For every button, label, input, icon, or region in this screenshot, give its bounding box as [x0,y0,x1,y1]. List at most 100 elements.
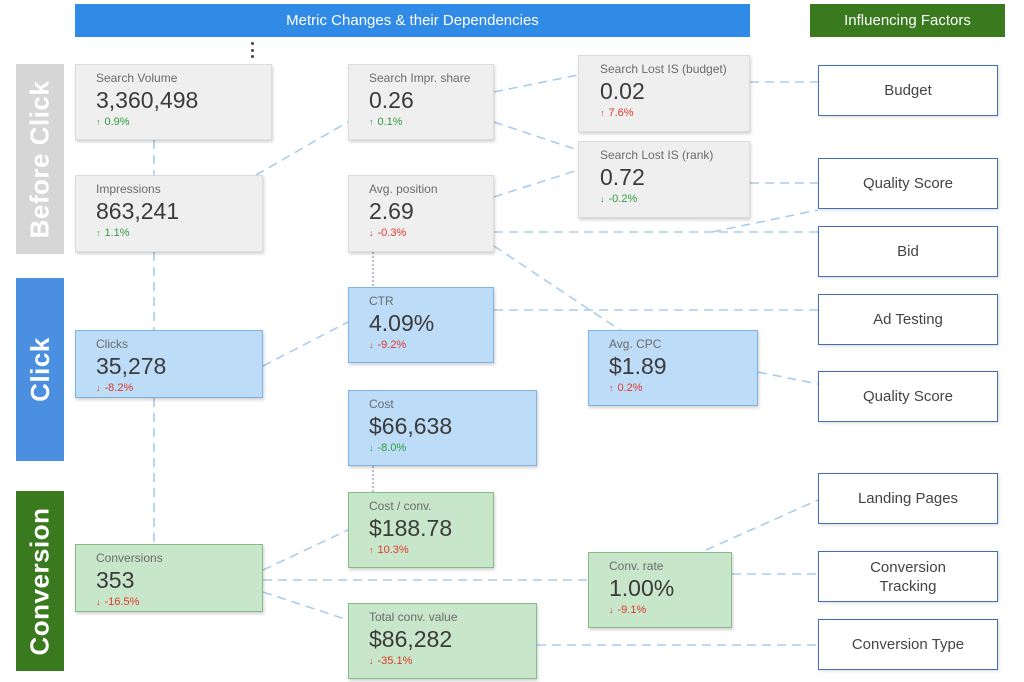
metric-value: 3,360,498 [96,87,199,113]
factor-quality-score[interactable]: Quality Score [818,158,998,209]
metric-label: Total conv. value [369,610,458,624]
metric-card-search-volume[interactable]: Search Volume 3,360,498 ↑ 0.9% [75,64,272,140]
arrow-down-icon: ↓ [96,383,101,393]
metric-change: ↑ 1.1% [96,226,262,240]
metric-card-lost-is-budget[interactable]: Search Lost IS (budget) 0.02 ↑ 7.6% [578,55,750,132]
metric-change-value: -0.3% [377,227,407,239]
arrow-up-icon: ↑ [600,108,605,118]
metrics-header: Metric Changes & their Dependencies [75,4,750,37]
metric-label: Conversions [96,551,163,565]
factor-ad-testing[interactable]: Ad Testing [818,294,998,345]
metric-change: ↓ -9.2% [369,338,493,352]
metric-value: 1.00% [609,575,675,601]
factor-landing-pages[interactable]: Landing Pages [818,473,998,524]
metric-value: $66,638 [369,413,453,439]
more-vert-icon[interactable] [247,42,257,58]
stage-before-click-label: Before Click [24,80,55,238]
metric-change-value: -0.2% [608,193,638,205]
metric-change: ↑ 7.6% [600,106,749,120]
metric-value: 353 [96,567,135,593]
metric-change: ↑ 10.3% [369,543,493,557]
metric-change: ↓ -35.1% [369,654,536,668]
metric-change: ↑ 0.2% [609,381,757,395]
metric-label: Cost [369,397,394,411]
factor-label: Ad Testing [873,311,943,328]
arrow-down-icon: ↓ [96,597,101,607]
metric-change: ↓ -8.2% [96,381,262,395]
metric-card-total-conv-value[interactable]: Total conv. value $86,282 ↓ -35.1% [348,603,537,679]
arrow-up-icon: ↑ [96,117,101,127]
metric-label: Avg. position [369,182,438,196]
metric-change: ↑ 0.1% [369,115,493,129]
factor-label: Conversion Tracking [870,558,946,595]
stage-before-click: Before Click [16,64,64,254]
metric-card-avg-cpc[interactable]: Avg. CPC $1.89 ↑ 0.2% [588,330,758,406]
metric-value: $86,282 [369,626,453,652]
metric-change: ↓ -16.5% [96,595,262,609]
metric-card-impressions[interactable]: Impressions 863,241 ↑ 1.1% [75,175,263,252]
stage-conversion-label: Conversion [24,506,55,656]
factor-label: Budget [884,82,932,99]
factor-quality-score-2[interactable]: Quality Score [818,371,998,422]
metric-value: 0.26 [369,87,414,113]
metric-label: Search Volume [96,71,178,85]
stage-click-label: Click [24,337,55,402]
metric-value: 4.09% [369,310,435,336]
arrow-up-icon: ↑ [96,228,101,238]
factors-header: Influencing Factors [810,4,1005,37]
metric-label: Search Lost IS (rank) [600,148,714,162]
factor-label: Bid [897,243,919,260]
arrow-up-icon: ↑ [369,117,374,127]
stage-conversion: Conversion [16,491,64,671]
arrow-down-icon: ↓ [369,656,374,666]
factor-budget[interactable]: Budget [818,65,998,116]
factor-label: Conversion Type [851,636,965,653]
metric-card-conv-rate[interactable]: Conv. rate 1.00% ↓ -9.1% [588,552,732,628]
metric-card-lost-is-rank[interactable]: Search Lost IS (rank) 0.72 ↓ -0.2% [578,141,750,218]
factor-conversion-tracking[interactable]: Conversion Tracking [818,551,998,602]
metric-label: Impressions [96,182,161,196]
factor-conversion-type[interactable]: Conversion Type [818,619,998,670]
metric-label: Conv. rate [609,559,664,573]
metric-value: 35,278 [96,353,167,379]
metric-change-value: -16.5% [104,596,140,608]
metric-change-value: 1.1% [104,227,130,239]
factors-header-title: Influencing Factors [844,12,971,29]
metric-card-conversions[interactable]: Conversions 353 ↓ -16.5% [75,544,263,612]
arrow-down-icon: ↓ [600,194,605,204]
metric-change-value: -9.2% [377,339,407,351]
arrow-down-icon: ↓ [609,605,614,615]
metric-label: Avg. CPC [609,337,662,351]
metric-value: $188.78 [369,515,453,541]
metric-card-cost-per-conv[interactable]: Cost / conv. $188.78 ↑ 10.3% [348,492,494,568]
metric-card-avg-position[interactable]: Avg. position 2.69 ↓ -0.3% [348,175,494,252]
metric-value: 0.72 [600,164,645,190]
metric-label: Search Lost IS (budget) [600,62,727,76]
metric-card-ctr[interactable]: CTR 4.09% ↓ -9.2% [348,287,494,363]
metric-label: Clicks [96,337,128,351]
metric-value: $1.89 [609,353,667,379]
metric-change-value: 0.9% [104,116,130,128]
arrow-up-icon: ↑ [609,383,614,393]
metric-card-cost[interactable]: Cost $66,638 ↓ -8.0% [348,390,537,466]
metric-label: Cost / conv. [369,499,432,513]
metric-change: ↓ -0.2% [600,192,749,206]
metric-change-value: 7.6% [608,107,634,119]
arrow-down-icon: ↓ [369,443,374,453]
metric-change-value: -8.0% [377,442,407,454]
metric-change: ↓ -0.3% [369,226,493,240]
metric-change: ↓ -9.1% [609,603,731,617]
factor-label: Quality Score [862,175,954,192]
metric-change-value: 0.1% [377,116,403,128]
metric-card-clicks[interactable]: Clicks 35,278 ↓ -8.2% [75,330,263,398]
metric-label: CTR [369,294,394,308]
metric-card-search-impr-share[interactable]: Search Impr. share 0.26 ↑ 0.1% [348,64,494,140]
metric-value: 863,241 [96,198,180,224]
metric-change-value: -9.1% [617,604,647,616]
metric-change: ↓ -8.0% [369,441,536,455]
factor-bid[interactable]: Bid [818,226,998,277]
factor-label: Quality Score [862,388,954,405]
factor-label: Landing Pages [857,490,959,507]
metric-change: ↑ 0.9% [96,115,271,129]
